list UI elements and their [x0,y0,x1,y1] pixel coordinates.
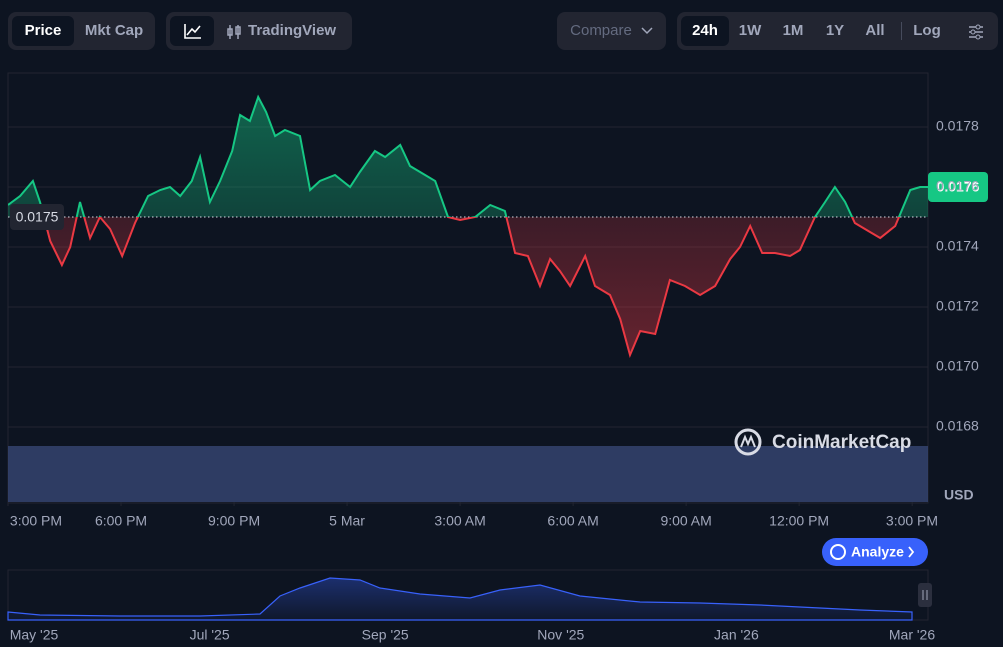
area-down [8,217,928,355]
analyze-button[interactable]: Analyze [822,538,928,566]
range-button[interactable]: 1M [782,22,804,39]
x-tick-label: 12:00 PM [769,513,829,529]
divider [901,22,902,40]
line-icon [184,24,201,39]
x-tick-label: 3:00 AM [434,513,485,529]
y-tick-label: 0.0172 [936,298,979,314]
tradingview-button[interactable]: TradingView [248,22,337,39]
line-chart-button[interactable] [170,16,214,46]
navigator-label: May '25 [10,627,59,643]
navigator-label: Mar '26 [889,627,935,643]
navigator [7,569,932,621]
analyze-text: Analyze [851,544,904,560]
baseline-tag [10,204,64,230]
chart-type: TradingView [166,12,352,50]
y-tick-label: 0.0176 [936,178,979,194]
x-tick-label: 5 Mar [329,513,365,529]
settings-icon[interactable] [967,23,985,41]
navigator-label: Jan '26 [714,627,759,643]
price-button[interactable]: Price [12,16,74,46]
range-selector: Log 24h 1W 1M 1Y All [677,12,998,50]
price-line-up [8,94,928,217]
navigator-label: Nov '25 [537,627,584,643]
plot-frame [7,72,929,504]
navigator-label: Jul '25 [190,627,230,643]
x-tick-label: 9:00 AM [660,513,711,529]
price-toggle: Price Mkt Cap [8,12,155,50]
y-tick-label: 0.0170 [936,358,979,374]
range-button[interactable]: 1W [738,22,762,39]
currency-label: USD [944,487,974,503]
baseline-label: 0.0175 [16,209,59,225]
last-price-label: 0.0176 [937,179,980,195]
x-tick-label: 3:00 PM [10,513,62,529]
y-tick-label: 0.0178 [936,118,979,134]
x-tick-label: 6:00 PM [95,513,147,529]
watermark-text: CoinMarketCap [772,432,911,453]
price-line-down [42,217,901,359]
x-tick-label: 3:00 PM [886,513,938,529]
compare-dropdown[interactable]: Compare [557,12,666,50]
last-price-tag [928,172,988,202]
mkt-cap-button[interactable]: Mkt Cap [84,22,144,39]
candle-icon [227,25,241,39]
range-button[interactable]: All [865,22,885,39]
chevron-icon [641,27,653,35]
y-tick-label: 0.0168 [936,418,979,434]
compare-label: Compare [570,22,632,39]
log-button[interactable]: Log [913,22,941,39]
x-tick-label: 6:00 AM [547,513,598,529]
y-tick-label: 0.0174 [936,238,979,254]
volume-band [8,446,928,502]
x-tick-label: 9:00 PM [208,513,260,529]
range-button[interactable]: 24h [681,16,729,46]
navigator-label: Sep '25 [362,627,409,643]
watermark: CoinMarketCap [734,428,911,456]
range-button[interactable]: 1Y [825,22,845,39]
